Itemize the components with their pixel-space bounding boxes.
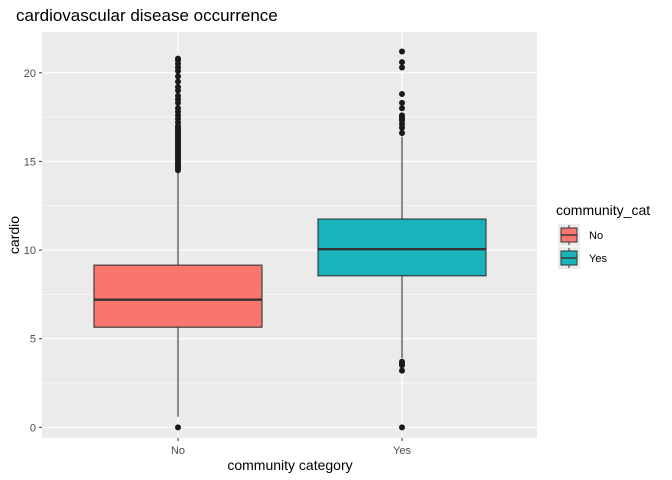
outlier-point — [399, 424, 405, 431]
legend-title: community_cat — [556, 202, 650, 218]
outlier-point — [399, 367, 405, 374]
outlier-point — [175, 55, 181, 62]
outlier-point — [175, 83, 181, 90]
outlier-point — [399, 112, 405, 119]
box — [317, 218, 487, 277]
x-tick-label: Yes — [393, 445, 411, 457]
outlier-point — [175, 424, 181, 431]
y-tick-label: 0 — [30, 422, 36, 434]
legend-key-yes: Yes — [558, 247, 607, 269]
box-group-yes — [317, 48, 487, 431]
outlier-point — [175, 73, 181, 80]
box — [93, 264, 263, 328]
y-tick-label: 20 — [24, 68, 36, 80]
x-axis-title: community category — [227, 457, 352, 473]
y-tick-label: 10 — [24, 245, 36, 257]
legend-label: No — [589, 230, 603, 242]
outlier-point — [175, 78, 181, 85]
legend-keys: No Yes — [558, 224, 607, 269]
outlier-point — [399, 358, 405, 365]
legend: community_cat No Yes — [556, 202, 650, 269]
outlier-point — [399, 105, 405, 112]
outlier-point — [175, 105, 181, 112]
y-tick-label: 15 — [24, 156, 36, 168]
box-group-no — [93, 55, 263, 431]
legend-key-no: No — [558, 224, 603, 246]
chart-title: cardiovascular disease occurrence — [16, 6, 278, 25]
y-tick-label: 5 — [30, 334, 36, 346]
legend-label: Yes — [589, 253, 607, 265]
outlier-point — [399, 64, 405, 71]
outlier-point — [399, 99, 405, 106]
y-axis-ticks: 0 5 10 15 20 — [24, 68, 42, 434]
x-tick-label: No — [171, 445, 185, 457]
outlier-point — [399, 91, 405, 98]
x-axis-ticks: No Yes — [171, 438, 411, 457]
outlier-point — [175, 92, 181, 99]
outlier-point — [399, 48, 405, 55]
y-axis-title: cardio — [6, 216, 22, 254]
outlier-point — [399, 130, 405, 137]
outlier-point — [399, 59, 405, 66]
boxes — [93, 48, 487, 431]
